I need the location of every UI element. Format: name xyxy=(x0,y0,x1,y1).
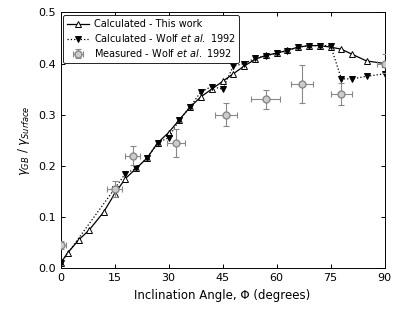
Calculated - This work xyxy=(274,51,279,55)
Calculated - Wolf $et\ al.$ 1992 xyxy=(350,77,354,81)
Calculated - Wolf $et\ al.$ 1992 xyxy=(177,118,182,122)
Calculated - This work xyxy=(177,118,182,122)
Calculated - This work xyxy=(242,64,246,68)
Calculated - This work xyxy=(350,52,354,56)
Calculated - Wolf $et\ al.$ 1992 xyxy=(317,44,322,47)
Calculated - Wolf $et\ al.$ 1992 xyxy=(339,77,344,81)
Calculated - This work xyxy=(58,261,63,265)
Calculated - Wolf $et\ al.$ 1992 xyxy=(382,72,387,76)
Calculated - This work xyxy=(328,45,333,49)
Calculated - This work xyxy=(65,251,70,255)
Calculated - This work xyxy=(87,228,92,232)
Calculated - Wolf $et\ al.$ 1992 xyxy=(263,54,268,58)
Calculated - This work xyxy=(155,141,160,145)
Calculated - This work xyxy=(144,156,149,160)
Calculated - This work xyxy=(252,58,257,61)
Calculated - This work xyxy=(382,62,387,65)
Calculated - Wolf $et\ al.$ 1992 xyxy=(231,64,236,68)
Calculated - Wolf $et\ al.$ 1992 xyxy=(364,74,369,78)
X-axis label: Inclination Angle, Φ (degrees): Inclination Angle, Φ (degrees) xyxy=(134,289,311,302)
Y-axis label: $\gamma_{GB}$ / $\gamma_{Surface}$: $\gamma_{GB}$ / $\gamma_{Surface}$ xyxy=(16,105,32,176)
Calculated - Wolf $et\ al.$ 1992 xyxy=(155,141,160,145)
Calculated - This work xyxy=(188,105,192,109)
Calculated - This work xyxy=(231,72,236,76)
Calculated - Wolf $et\ al.$ 1992 xyxy=(123,172,128,175)
Calculated - This work xyxy=(339,47,344,51)
Calculated - This work xyxy=(76,238,81,242)
Calculated - Wolf $et\ al.$ 1992 xyxy=(188,105,192,109)
Calculated - Wolf $et\ al.$ 1992 xyxy=(242,62,246,65)
Calculated - Wolf $et\ al.$ 1992 xyxy=(274,51,279,55)
Calculated - Wolf $et\ al.$ 1992 xyxy=(306,44,311,47)
Calculated - This work xyxy=(112,192,117,196)
Calculated - Wolf $et\ al.$ 1992 xyxy=(328,44,333,47)
Calculated - This work xyxy=(263,53,268,57)
Calculated - Wolf $et\ al.$ 1992 xyxy=(198,90,203,94)
Calculated - This work xyxy=(364,59,369,63)
Calculated - Wolf $et\ al.$ 1992 xyxy=(285,49,290,53)
Calculated - This work xyxy=(296,45,300,49)
Calculated - This work xyxy=(198,95,203,99)
Calculated - Wolf $et\ al.$ 1992 xyxy=(209,85,214,88)
Calculated - Wolf $et\ al.$ 1992 xyxy=(220,87,225,91)
Calculated - Wolf $et\ al.$ 1992 xyxy=(134,166,138,170)
Calculated - Wolf $et\ al.$ 1992 xyxy=(144,156,149,160)
Calculated - Wolf $et\ al.$ 1992 xyxy=(58,261,63,265)
Calculated - This work xyxy=(285,48,290,52)
Calculated - Wolf $et\ al.$ 1992 xyxy=(252,56,257,60)
Legend: Calculated - This work, Calculated - Wolf $et\ al.$ 1992, Measured - Wolf $et\ a: Calculated - This work, Calculated - Wol… xyxy=(64,15,239,63)
Calculated - Wolf $et\ al.$ 1992 xyxy=(166,136,171,140)
Calculated - This work xyxy=(101,210,106,214)
Calculated - This work xyxy=(317,44,322,47)
Calculated - This work xyxy=(134,166,138,170)
Calculated - This work xyxy=(166,131,171,135)
Line: Calculated - Wolf $et\ al.$ 1992: Calculated - Wolf $et\ al.$ 1992 xyxy=(57,42,388,266)
Calculated - This work xyxy=(220,80,225,83)
Line: Calculated - This work: Calculated - This work xyxy=(58,43,387,266)
Calculated - Wolf $et\ al.$ 1992 xyxy=(112,187,117,191)
Calculated - Wolf $et\ al.$ 1992 xyxy=(296,45,300,49)
Calculated - This work xyxy=(306,44,311,47)
Calculated - This work xyxy=(123,177,128,180)
Calculated - This work xyxy=(209,87,214,91)
